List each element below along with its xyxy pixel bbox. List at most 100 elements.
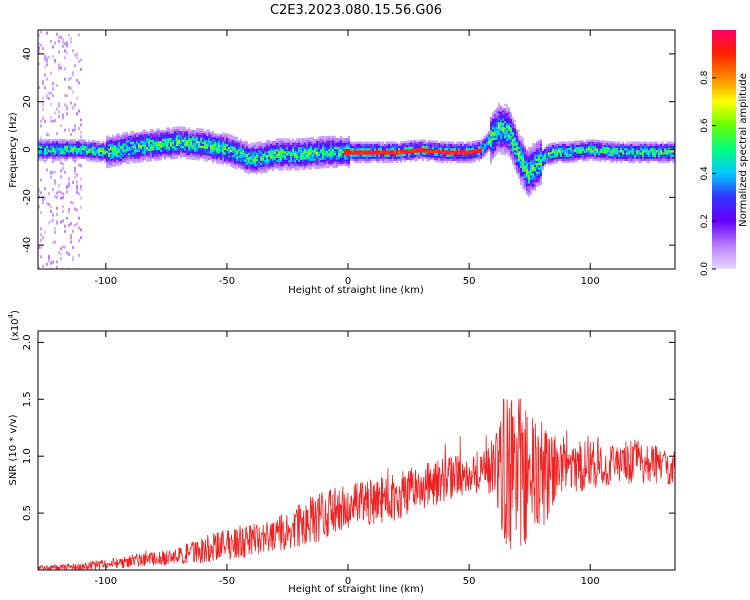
spectrogram-cell xyxy=(298,166,300,169)
spectrogram-cell xyxy=(510,148,512,152)
spectrogram-cell xyxy=(522,156,524,160)
spectrogram-cell xyxy=(384,145,386,149)
colorbar-tick-label: 0.0 xyxy=(700,262,710,277)
spectrogram-cell xyxy=(144,149,146,152)
spectrogram-cell xyxy=(280,146,282,150)
spectrogram-cell xyxy=(492,112,494,115)
spectrogram-cell xyxy=(650,154,652,157)
spectrogram-cell xyxy=(200,143,202,146)
spectrogram-cell xyxy=(574,151,576,154)
spectrogram-cell xyxy=(498,117,500,120)
spectrogram-cell xyxy=(146,140,148,143)
spectrogram-cell xyxy=(334,157,336,160)
spectrogram-cell xyxy=(406,155,408,158)
spectrogram-cell xyxy=(290,155,292,158)
spectrogram-cell xyxy=(168,140,170,143)
spectrogram-cell xyxy=(152,150,154,153)
spectrogram-cell xyxy=(196,134,198,137)
spectrogram-cell xyxy=(244,168,246,171)
spectrogram-cell xyxy=(132,152,134,155)
spectrogram-cell xyxy=(60,143,62,146)
spectrogram-cell xyxy=(328,135,330,139)
spectrogram-cell xyxy=(382,160,384,164)
spectrogram-cell xyxy=(594,150,596,153)
spectrogram-cell xyxy=(302,148,304,152)
spectrogram-cell xyxy=(118,142,120,145)
spectrogram-cell xyxy=(358,143,360,147)
spectrogram-cell xyxy=(582,139,584,143)
spectrogram-cell xyxy=(160,156,162,159)
spectrogram-cell xyxy=(644,143,646,147)
spectrogram-cell xyxy=(492,140,494,143)
spectrogram-cell xyxy=(118,144,120,147)
spectrogram-cell xyxy=(150,144,152,147)
spectrogram-cell xyxy=(110,141,112,144)
spectrogram-cell xyxy=(304,142,306,145)
spectrogram-cell xyxy=(228,157,230,160)
spectrogram-cell xyxy=(140,134,142,137)
spectrogram-cell xyxy=(244,157,246,160)
spectrogram-cell xyxy=(238,150,240,154)
spectrogram-cell xyxy=(66,145,68,148)
spectrogram-cell xyxy=(306,139,308,143)
spectrogram-cell xyxy=(52,213,54,217)
spectrogram-cell xyxy=(484,148,486,151)
spectrogram-cell xyxy=(368,143,370,147)
spectrogram-cell xyxy=(112,158,114,161)
spectrogram-cell xyxy=(188,148,190,152)
spectrogram-cell xyxy=(128,157,130,160)
spectrogram-cell xyxy=(370,152,372,155)
spectrogram-cell xyxy=(338,155,340,158)
spectrogram-cell xyxy=(88,154,90,158)
spectrogram-cell xyxy=(194,142,196,146)
spectrogram-cell xyxy=(182,126,184,129)
spectrogram-cell xyxy=(462,145,464,149)
spectrogram-cell xyxy=(160,132,162,135)
spectrogram-cell xyxy=(330,155,332,158)
spectrogram-cell xyxy=(198,154,200,157)
spectrogram-cell xyxy=(496,115,498,119)
spectrogram-cell xyxy=(460,145,462,149)
spectrogram-cell xyxy=(590,141,592,144)
spectrogram-cell xyxy=(606,155,608,159)
spectrogram-cell xyxy=(370,160,372,164)
spectrogram-cell xyxy=(536,175,538,179)
spectrogram-cell xyxy=(522,152,524,155)
spectrogram-cell xyxy=(70,139,72,142)
spectrogram-cell xyxy=(296,148,298,152)
spectrogram-cell xyxy=(124,142,126,146)
spectrogram-cell xyxy=(526,156,528,159)
spectrogram-cell xyxy=(56,84,58,88)
spectrogram-cell xyxy=(342,153,344,156)
spectrogram-cell xyxy=(494,116,496,119)
spectrogram-cell xyxy=(326,161,328,164)
spectrogram-cell xyxy=(620,152,622,155)
spectrogram-cell xyxy=(300,144,302,147)
spectrogram-cell xyxy=(52,240,54,244)
spectrogram-cell xyxy=(544,146,546,149)
spectrogram-cell xyxy=(306,159,308,162)
spectrogram-cell xyxy=(284,151,286,154)
spectrogram-cell xyxy=(276,157,278,160)
spectrogram-cell xyxy=(242,167,244,170)
spectrogram-cell xyxy=(80,196,82,200)
spectrogram-cell xyxy=(506,130,508,133)
spectrogram-cell xyxy=(660,143,662,147)
spectrogram-cell xyxy=(494,111,496,115)
spectrogram-cell xyxy=(630,148,632,151)
spectrogram-x-ticks: -100 -50 0 50 100 xyxy=(94,30,600,287)
spectrogram-cell xyxy=(194,151,196,154)
spectrogram-cell xyxy=(298,140,300,143)
spectrogram-cell xyxy=(312,156,314,159)
spectrogram-cell xyxy=(330,161,332,164)
spectrogram-cell xyxy=(282,153,284,156)
spectrogram-cell xyxy=(62,192,64,196)
spectrogram-cell xyxy=(632,141,634,144)
spectrogram-cell xyxy=(120,145,122,149)
spectrogram-cell xyxy=(516,129,518,132)
spectrogram-cell xyxy=(222,143,224,146)
spectrogram-cell xyxy=(192,149,194,152)
spectrogram-cell xyxy=(94,149,96,152)
spectrogram-cell xyxy=(78,152,80,155)
spectrogram-cell xyxy=(58,102,60,106)
